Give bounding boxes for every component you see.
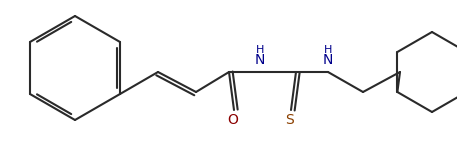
- Text: N: N: [323, 53, 333, 67]
- Text: H: H: [256, 45, 264, 55]
- Text: S: S: [285, 113, 294, 127]
- Text: O: O: [227, 113, 238, 127]
- Text: H: H: [324, 45, 332, 55]
- Text: N: N: [255, 53, 265, 67]
